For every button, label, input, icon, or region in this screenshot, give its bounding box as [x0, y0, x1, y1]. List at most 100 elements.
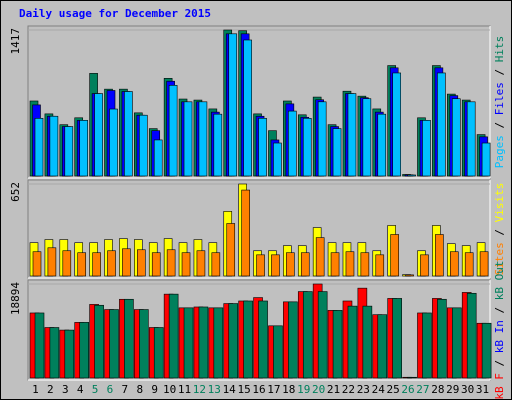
bar	[258, 300, 268, 379]
chart-title: Daily usage for December 2015	[19, 7, 211, 20]
legend-entry: Files	[493, 82, 506, 115]
bar	[407, 174, 416, 177]
legend-separator: /	[493, 353, 506, 373]
bar	[332, 310, 343, 379]
bar	[302, 118, 312, 177]
bar	[273, 325, 283, 379]
x-tick-label: 10	[163, 383, 176, 396]
bar	[211, 252, 221, 277]
bar	[451, 307, 462, 379]
bar	[288, 301, 298, 379]
x-tick-label: 4	[77, 383, 84, 396]
bar	[481, 322, 492, 379]
bar	[466, 101, 476, 177]
legend-entry: Visits	[493, 183, 506, 223]
x-tick-label: 31	[476, 383, 489, 396]
bar	[168, 85, 178, 177]
bar	[64, 126, 74, 177]
x-tick-label: 25	[387, 383, 400, 396]
bar	[377, 314, 388, 379]
x-tick-label: 27	[416, 383, 429, 396]
bar	[271, 254, 280, 277]
bar	[49, 115, 59, 177]
x-tick-label: 26	[401, 383, 414, 396]
bar	[451, 98, 461, 177]
legend-separator: /	[493, 115, 506, 135]
bar	[137, 249, 146, 277]
bar	[124, 91, 133, 177]
bar	[422, 312, 432, 379]
bar	[377, 113, 387, 177]
bar	[286, 252, 295, 277]
bar	[151, 252, 161, 277]
bar	[139, 309, 149, 379]
bar	[79, 322, 90, 379]
x-tick-label: 29	[446, 383, 459, 396]
bar	[302, 291, 313, 379]
bar	[258, 118, 267, 177]
bar	[49, 327, 60, 379]
bar	[330, 252, 340, 277]
bar	[139, 114, 148, 177]
bar	[362, 98, 372, 177]
bar	[241, 189, 250, 277]
bar	[109, 108, 118, 177]
bar	[183, 101, 193, 177]
bar	[122, 248, 131, 277]
bar	[405, 274, 414, 277]
legend-separator: /	[493, 222, 506, 242]
x-tick-label: 8	[136, 383, 143, 396]
bar	[198, 306, 209, 379]
x-tick-label: 22	[342, 383, 355, 396]
bar	[362, 305, 373, 379]
legend: kB F / kB In / kB Out	[493, 260, 506, 399]
bar	[166, 249, 176, 277]
x-tick-label: 6	[107, 383, 114, 396]
bar	[392, 72, 401, 177]
x-tick-label: 28	[431, 383, 444, 396]
legend-entry: Sites	[493, 242, 506, 275]
bar	[437, 298, 447, 379]
bar	[481, 142, 491, 177]
bar	[392, 298, 402, 379]
bar	[437, 72, 446, 177]
x-tick-label: 11	[178, 383, 191, 396]
x-tick-label: 24	[372, 383, 386, 396]
bar	[317, 291, 328, 379]
bar	[347, 93, 357, 177]
y-max-label: 18894	[9, 282, 22, 315]
bar	[345, 251, 355, 277]
bar	[479, 251, 489, 277]
bar	[422, 120, 431, 177]
legend-entry: kB In	[493, 320, 506, 353]
x-tick-label: 15	[237, 383, 250, 396]
bar	[420, 254, 429, 277]
legend: Pages / Files / Hits	[493, 36, 506, 169]
bar	[198, 101, 208, 177]
bar	[47, 247, 57, 277]
x-tick-label: 19	[297, 383, 310, 396]
x-tick-label: 1	[32, 383, 39, 396]
bar	[243, 300, 253, 379]
bar	[228, 303, 239, 379]
x-tick-label: 5	[92, 383, 99, 396]
bar	[390, 234, 399, 277]
bar	[153, 327, 164, 379]
bar	[62, 250, 72, 277]
bar	[315, 237, 325, 277]
bar	[464, 252, 474, 277]
bar	[332, 128, 342, 177]
legend-separator: /	[493, 300, 506, 320]
x-tick-label: 17	[267, 383, 280, 396]
y-max-label: 1417	[9, 28, 22, 55]
bar	[360, 252, 370, 277]
x-tick-label: 9	[151, 383, 158, 396]
bar	[466, 292, 477, 379]
bar	[168, 293, 179, 379]
bar	[124, 298, 134, 379]
x-tick-label: 18	[282, 383, 295, 396]
bar	[228, 33, 238, 177]
bar	[109, 309, 119, 379]
x-tick-label: 12	[193, 383, 206, 396]
